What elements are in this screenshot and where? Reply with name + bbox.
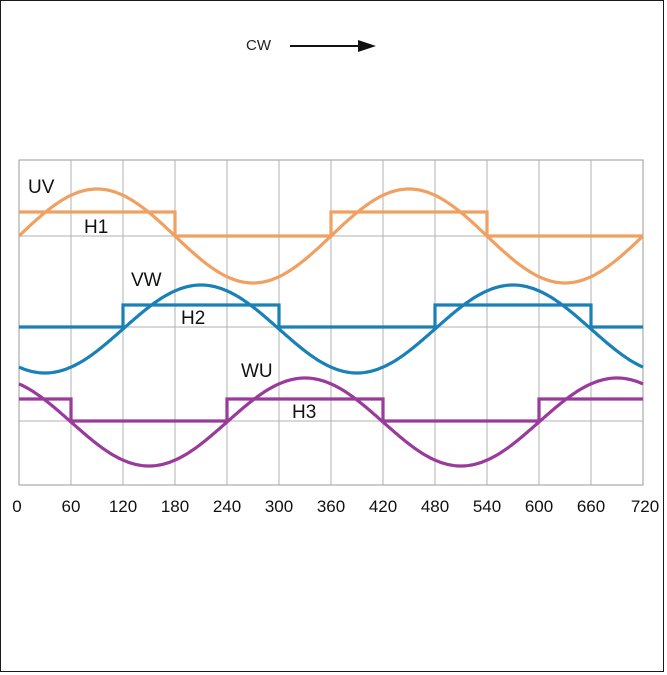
x-tick-label: 240 [213,497,241,516]
x-tick-label: 540 [473,497,501,516]
x-tick-label: 480 [421,497,449,516]
series-labels: UV H1 VW H2 WU H3 [28,177,316,423]
arrow-right-icon [290,40,376,52]
x-tick-label: 180 [161,497,189,516]
x-axis-tick-labels: 0 60 120 180 240 300 360 420 480 540 600 660 720 [12,497,659,516]
series-vw-line [18,283,644,375]
series-label-wu: WU [241,361,273,382]
x-tick-label: 60 [62,497,81,516]
x-tick-label: 660 [577,497,605,516]
x-tick-label: 0 [12,497,21,516]
series-h3-line [19,397,643,423]
x-tick-label: 120 [109,497,137,516]
series-label-h1: H1 [84,217,108,238]
x-tick-label: 360 [317,497,345,516]
x-tick-label: 720 [631,497,659,516]
vertical-gridlines [70,160,592,485]
x-tick-label: 300 [265,497,293,516]
series-h2-line [19,303,643,329]
series-label-vw: VW [131,270,162,291]
x-tick-label: 600 [525,497,553,516]
series-label-uv: UV [28,177,55,198]
series-label-h3: H3 [292,402,316,423]
series-h1-line [19,210,643,238]
series-label-h2: H2 [181,308,205,329]
direction-label: CW [246,37,271,54]
waveforms [17,187,645,468]
x-tick-label: 420 [369,497,397,516]
